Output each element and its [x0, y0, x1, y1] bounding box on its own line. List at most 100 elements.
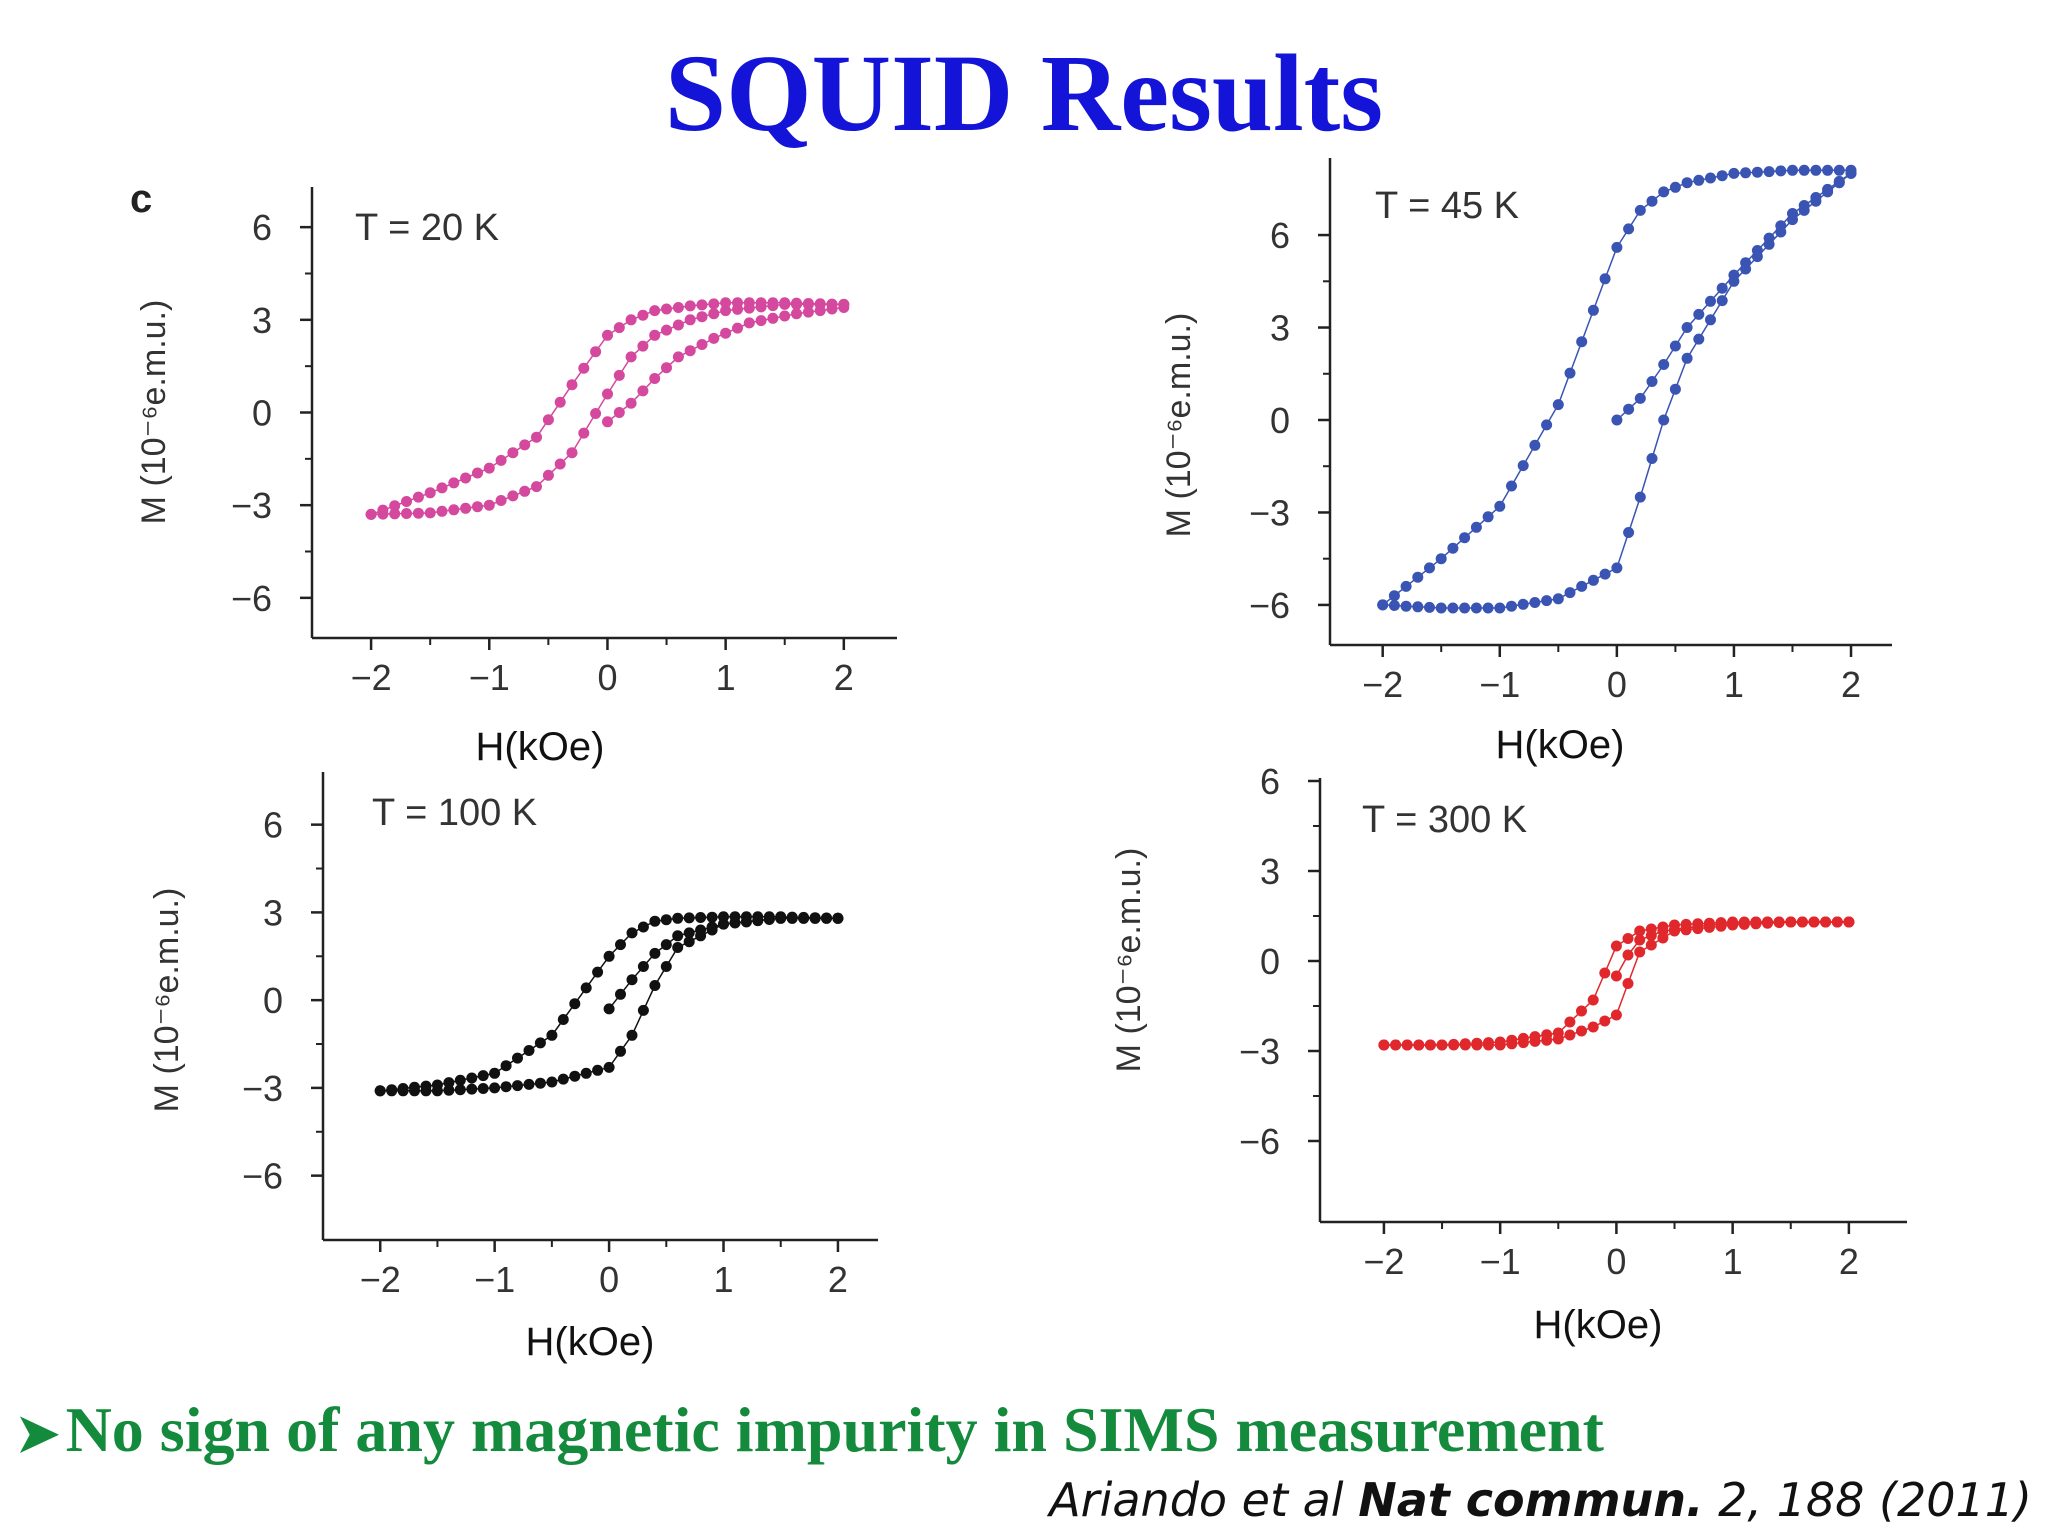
upper-branch-point	[477, 1070, 489, 1082]
y-axis-label: M (10⁻⁶e.m.u.)	[1160, 313, 1198, 538]
y-tick-label: 0	[263, 980, 283, 1021]
lower-branch-point	[755, 301, 767, 313]
y-tick-label: −6	[242, 1156, 283, 1197]
upper-branch-point	[602, 329, 613, 341]
lower-branch-point	[566, 447, 578, 459]
upper-branch-point	[1681, 177, 1693, 189]
lower-branch-point	[1400, 600, 1412, 612]
lower-branch-point	[625, 351, 637, 363]
virgin-curve-point	[1611, 414, 1623, 426]
lower-branch-point	[672, 319, 684, 331]
upper-branch-point	[500, 1060, 512, 1072]
x-axis-label: H(kOe)	[1534, 1303, 1663, 1347]
upper-branch-point	[649, 915, 661, 927]
upper-branch-point	[1669, 181, 1681, 193]
lower-branch-point	[1623, 527, 1635, 538]
upper-branch-point	[683, 912, 695, 924]
lower-branch-point	[424, 507, 436, 519]
virgin-curve-point	[767, 312, 779, 324]
upper-branch-point	[592, 966, 604, 978]
lower-branch-point	[743, 302, 755, 314]
upper-branch-point	[1587, 994, 1599, 1006]
virgin-curve-point	[1705, 295, 1716, 307]
lower-branch-point	[386, 1085, 398, 1097]
virgin-curve-point	[696, 339, 708, 350]
upper-branch-point	[443, 1077, 455, 1089]
upper-branch-point	[1634, 204, 1646, 216]
upper-branch-point	[590, 346, 602, 358]
upper-branch-point	[1459, 532, 1471, 544]
citation-journal: Nat commun.	[1358, 1473, 1704, 1527]
virgin-curve-point	[1845, 167, 1857, 179]
lower-branch-point	[1436, 1039, 1448, 1051]
upper-branch-point	[696, 299, 708, 311]
upper-branch-point	[557, 1014, 569, 1025]
upper-branch-point	[454, 1074, 466, 1086]
y-tick-label: 3	[1270, 308, 1290, 349]
y-tick-label: −3	[1239, 1031, 1280, 1072]
upper-branch-point	[424, 487, 436, 499]
upper-branch-point	[1728, 167, 1740, 179]
chart-panel-1: −2 −1 0 1 2 −6 −3 0 3 6 H(kOe) M (10⁻⁶e.m.u.) T = 20…	[130, 177, 897, 769]
chart-panel-2: −2 −1 0 1 2 −6 −3 0 3 6 H(kOe) M (10⁻⁶e.m.u.) T = 45…	[1160, 158, 1892, 767]
virgin-curve-point	[1703, 919, 1715, 931]
virgin-curve-point	[1750, 916, 1762, 928]
lower-branch-point	[580, 1067, 592, 1079]
virgin-curve-point	[1658, 359, 1670, 370]
citation-authors: Ariando et al	[1049, 1473, 1344, 1527]
upper-branch-point	[483, 462, 495, 474]
upper-branch-point	[523, 1045, 535, 1056]
upper-branch-point	[401, 496, 412, 507]
x-tick-label: 0	[597, 657, 617, 698]
upper-branch-point	[1775, 165, 1787, 177]
y-tick-label: 3	[1260, 851, 1280, 892]
lower-branch-point	[412, 507, 424, 519]
y-tick-label: 6	[1260, 761, 1280, 802]
lower-branch-point	[683, 936, 695, 948]
virgin-curve-point	[814, 305, 826, 317]
virgin-curve-point	[1728, 269, 1740, 281]
lower-branch-point	[557, 1073, 569, 1085]
lower-branch-point	[1645, 939, 1657, 951]
virgin-curve-point	[637, 961, 649, 972]
x-tick-label: −1	[469, 657, 510, 698]
lower-branch-point	[720, 305, 732, 317]
upper-branch-point	[580, 982, 592, 994]
lower-branch-point	[542, 469, 554, 481]
lower-branch-point	[672, 942, 684, 953]
virgin-curve-point	[779, 310, 791, 322]
virgin-curve-line	[607, 306, 844, 423]
lower-branch-point	[1716, 295, 1728, 307]
x-tick-label: 1	[1724, 664, 1744, 705]
lower-branch-point	[1634, 491, 1646, 503]
upper-branch-point	[1506, 480, 1517, 492]
y-tick-label: 3	[252, 300, 272, 341]
upper-branch-point	[1610, 940, 1622, 952]
virgin-curve-point	[603, 1003, 615, 1015]
virgin-curve-point	[1623, 403, 1635, 415]
lower-branch-point	[374, 1085, 386, 1097]
virgin-curve-point	[625, 397, 637, 409]
lower-branch-point	[1401, 1039, 1413, 1051]
lower-branch-point	[1424, 601, 1435, 613]
virgin-curve-point	[613, 407, 625, 418]
upper-branch-point	[1494, 500, 1506, 512]
bullet-text: No sign of any magnetic impurity in SIMS…	[65, 1394, 1604, 1465]
lower-branch-point	[802, 298, 814, 310]
lower-branch-point	[1517, 598, 1529, 610]
virgin-curve-point	[1773, 916, 1785, 928]
virgin-curve-point	[826, 303, 838, 315]
lower-branch-point	[1541, 1034, 1553, 1046]
virgin-curve-point	[718, 918, 729, 930]
lower-branch-point	[512, 1080, 523, 1092]
virgin-curve-point	[791, 308, 802, 320]
upper-branch-point	[1763, 166, 1775, 178]
upper-branch-point	[1541, 419, 1553, 431]
lower-branch-point	[1552, 1033, 1564, 1045]
x-tick-label: −2	[1363, 1241, 1404, 1282]
virgin-curve-point	[775, 912, 787, 924]
virgin-curve-point	[1751, 245, 1763, 256]
lower-branch-point	[1552, 593, 1564, 605]
lower-branch-point	[1390, 1039, 1402, 1051]
upper-branch-point	[466, 1072, 478, 1084]
